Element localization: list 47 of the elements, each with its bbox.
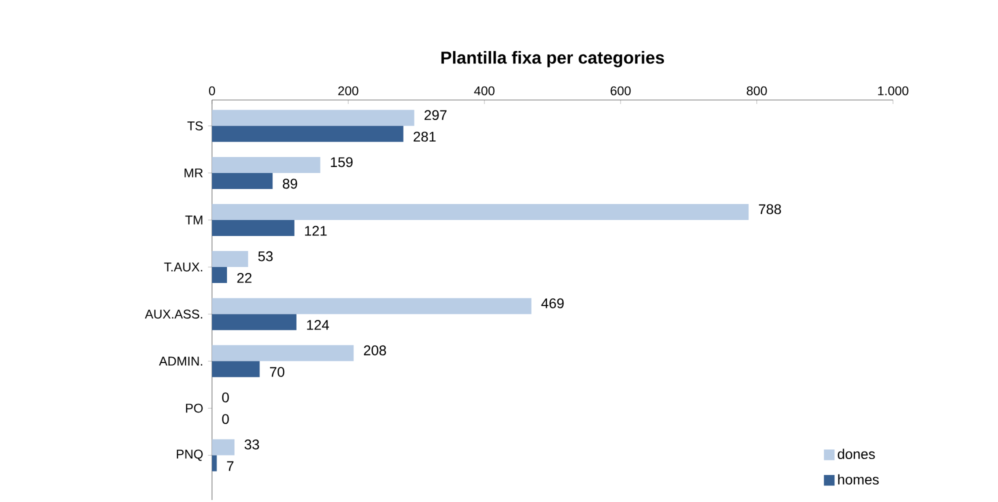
y-tick-label: T.AUX. xyxy=(164,262,202,272)
bar xyxy=(212,298,532,314)
bar xyxy=(212,172,273,189)
y-tick-label: TS xyxy=(187,121,203,130)
y-tick-label: MR xyxy=(184,168,203,178)
bar xyxy=(212,251,248,268)
y-tick-label: TM xyxy=(185,216,202,224)
bar xyxy=(212,361,260,378)
bar xyxy=(212,455,217,472)
chart-title: Plantilla fixa per categories xyxy=(441,51,664,68)
bar xyxy=(212,110,414,126)
data-label: 121 xyxy=(305,226,327,236)
bar xyxy=(212,204,749,220)
bar xyxy=(212,314,296,330)
data-label: 469 xyxy=(541,298,564,308)
data-label: 0 xyxy=(222,392,229,402)
x-tick-label: 1.000 xyxy=(878,86,908,96)
data-label: 297 xyxy=(424,110,446,120)
data-label: 22 xyxy=(237,272,252,283)
legend-label: homes xyxy=(838,474,879,485)
y-tick-label: PO xyxy=(186,404,203,413)
bar xyxy=(212,220,294,236)
bar xyxy=(212,345,354,362)
data-label: 0 xyxy=(222,414,229,424)
x-tick-label: 0 xyxy=(208,86,216,96)
data-label: 281 xyxy=(414,132,436,142)
bar xyxy=(212,156,320,173)
bar xyxy=(212,267,227,284)
data-label: 89 xyxy=(282,178,298,189)
data-label: 159 xyxy=(330,157,353,168)
data-label: 788 xyxy=(758,204,781,214)
y-tick-label: PNQ xyxy=(176,450,203,461)
bar xyxy=(212,126,404,142)
data-label: 70 xyxy=(270,367,284,377)
bar xyxy=(212,439,234,456)
data-label: 33 xyxy=(244,440,260,450)
data-label: 7 xyxy=(227,461,234,471)
x-tick-label: 800 xyxy=(746,86,767,96)
data-label: 53 xyxy=(258,251,273,262)
data-label: 208 xyxy=(364,345,386,356)
x-tick-label: 200 xyxy=(338,86,358,96)
legend-label: dones xyxy=(838,448,875,460)
data-label: 124 xyxy=(307,320,329,330)
x-tick-label: 400 xyxy=(474,86,494,96)
y-tick-label: ADMIN. xyxy=(158,356,202,366)
x-tick-label: 600 xyxy=(610,86,631,96)
y-tick-label: AUX.ASS. xyxy=(144,310,202,319)
